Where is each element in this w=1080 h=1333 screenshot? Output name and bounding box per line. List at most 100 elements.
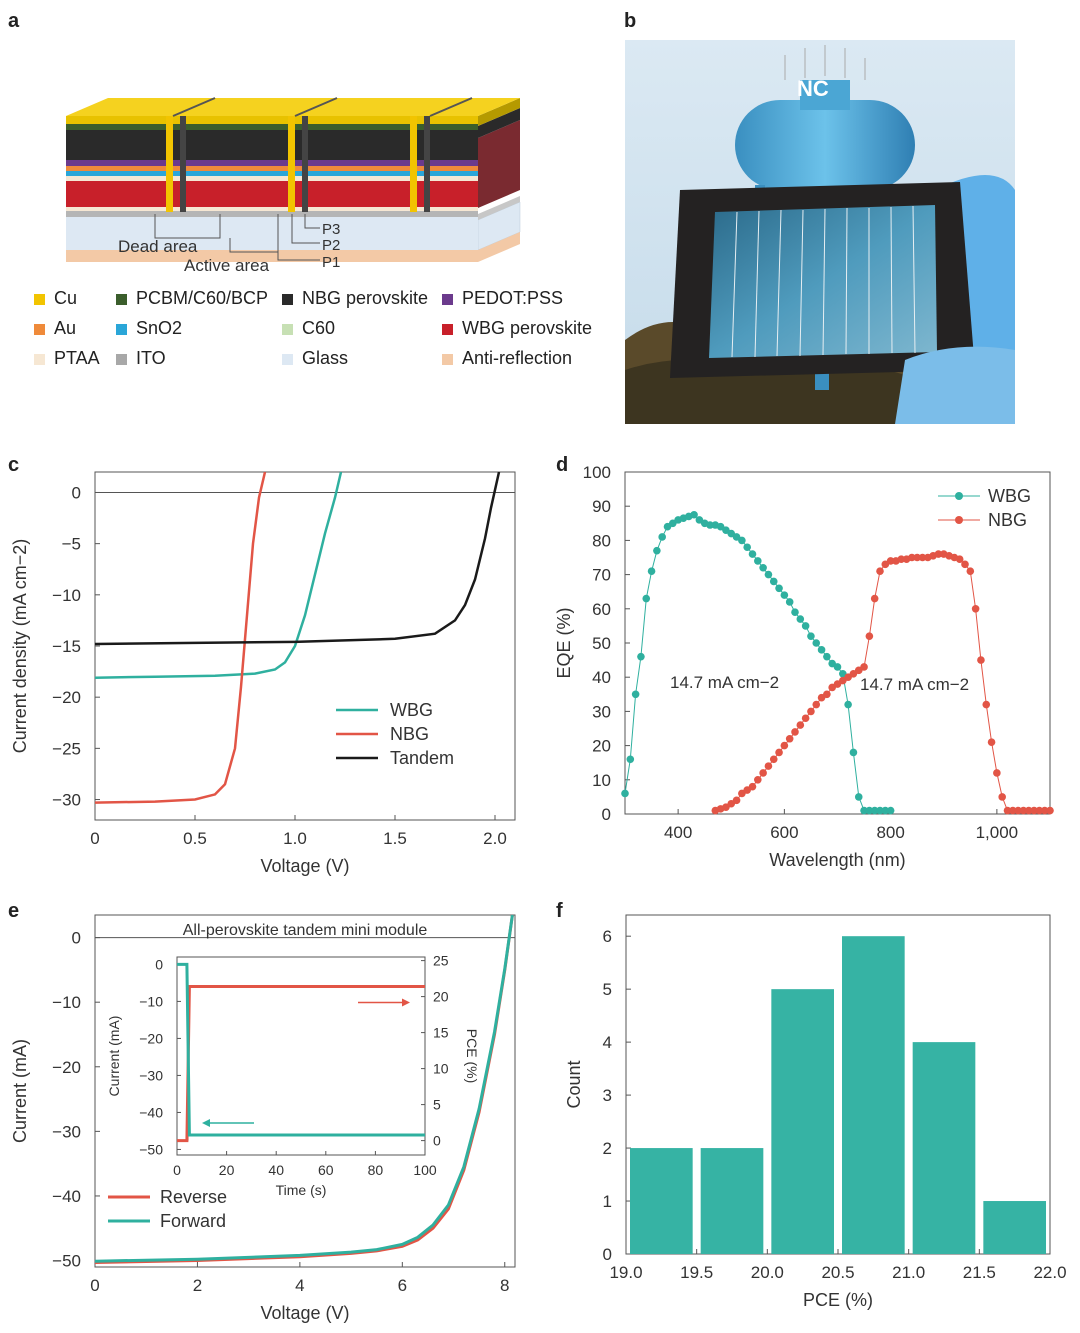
data-point-nbg [913,553,921,562]
data-point-nbg [1024,806,1033,815]
callout-active-area: Active area [184,256,270,275]
legend-swatch [282,294,293,305]
y-tick-label: 0 [72,929,81,948]
data-point-nbg [998,793,1006,801]
y-tick-label: 40 [592,668,611,687]
panel-letter-a: a [8,10,20,32]
data-point-wbg [653,546,661,555]
inset-x-tick-label: 80 [368,1162,384,1178]
y-tick-label: −10 [52,993,81,1012]
data-point-nbg [1030,806,1038,815]
svg-text:NC: NC [797,76,829,101]
legend-item: Anti-reflection [442,348,572,369]
data-point-nbg [987,738,996,746]
legend-label: PCBM/C60/BCP [136,288,269,308]
y-tick-label: 60 [592,600,611,619]
legend-label: ITO [136,348,166,368]
tandem-module-photo-icon: NC [625,40,1015,424]
data-point-nbg [870,594,879,603]
data-point-nbg [993,769,1001,777]
data-point-wbg [780,591,789,599]
legend-label: C60 [302,318,336,338]
inset-y-tick-label-left: −10 [139,993,163,1009]
inset-x-axis-label: Time (s) [276,1182,327,1198]
device-stack-schematic: P3 P2 P1 Dead area Active area [66,97,521,275]
x-axis-label: PCE (%) [803,1290,873,1310]
inset-arrowhead-pce [402,998,410,1007]
legend-swatch [282,354,293,365]
legend-swatch [442,354,453,365]
legend-label: Anti-reflection [462,348,573,368]
plot-frame [624,471,1051,815]
inset-y-tick-label-left: −50 [139,1141,163,1157]
y-tick-label: 10 [592,771,611,790]
x-tick-label: 6 [398,1276,407,1295]
y-tick-label: −20 [52,688,81,707]
inset-y-tick-label-right: 20 [433,989,449,1005]
y-tick-label: 4 [603,1033,612,1052]
data-point-wbg [637,652,645,661]
legend-swatch [282,324,293,335]
x-tick-label: 2.0 [483,829,507,848]
y-tick-label: −5 [62,535,81,554]
y-axis-label: EQE (%) [554,607,574,678]
legend-label: NBG perovskite [302,288,429,308]
data-point-wbg [876,806,884,815]
data-point-wbg [764,570,773,579]
legend-marker [955,516,963,524]
data-point-wbg [860,806,868,815]
legend-item: Glass [282,348,348,369]
series-group [621,510,1054,815]
y-tick-label: 5 [603,980,612,999]
panel-letter-f: f [556,900,563,922]
y-tick-label: −30 [52,1122,81,1141]
panel-letter-b: b [624,10,637,32]
data-point-nbg [759,769,767,777]
inset-y-tick-label-right: 10 [433,1061,449,1077]
legend-item: Cu [34,288,77,309]
data-point-wbg [833,663,842,671]
data-point-nbg [764,762,773,770]
histogram-bar [771,989,834,1254]
annotation-nbg-jsc: 14.7 mA cm−2 [860,675,969,694]
y-tick-label: −50 [52,1252,81,1271]
x-axis-label: Voltage (V) [260,1303,349,1323]
inset-y-tick-label-left: −20 [139,1030,163,1046]
y-tick-label: 0 [603,1245,612,1264]
callout-p1: P1 [322,254,340,271]
data-point-nbg [748,782,757,791]
data-point-wbg [647,567,656,575]
inset-y-tick-label-right: 15 [433,1025,449,1041]
legend-item: PCBM/C60/BCP [116,288,268,309]
y-axis-label: Current density (mA cm−2) [10,539,30,754]
x-tick-label: 21.5 [963,1263,996,1282]
y-tick-label: 6 [603,927,612,946]
data-point-nbg [732,796,741,805]
data-point-wbg [748,550,757,558]
tandem-module-photo: NC [625,40,1015,424]
legend-swatch [116,354,127,365]
data-point-wbg [642,594,651,603]
y-tick-label: −10 [52,586,81,605]
chart-title: All-perovskite tandem mini module [183,922,428,939]
inset-x-tick-label: 60 [318,1162,334,1178]
x-tick-label: 22.0 [1033,1263,1066,1282]
y-tick-label: 90 [592,497,611,516]
legend-label: WBG perovskite [462,318,593,338]
inset-y-tick-label-right: 0 [433,1133,441,1149]
legend-item: PTAA [34,348,100,369]
y-tick-label: 0 [72,483,81,502]
data-point-nbg [807,707,815,716]
y-tick-label: 0 [602,805,611,824]
data-point-wbg [886,806,895,815]
inset-y-tick-label-left: −30 [139,1067,163,1083]
data-point-nbg [823,690,831,699]
y-tick-label: −25 [52,739,81,758]
data-point-nbg [785,734,794,743]
legend-label: PTAA [54,348,100,368]
x-tick-label: 600 [770,823,798,842]
data-point-nbg [1009,806,1017,815]
legend-label: WBG [390,700,433,720]
series-line-nbg [715,553,1050,812]
